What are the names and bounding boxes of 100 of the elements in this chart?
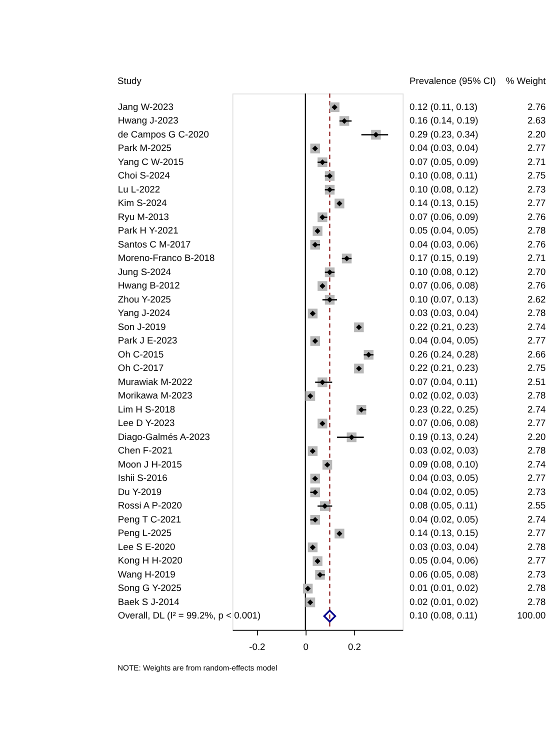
text: Study <box>117 76 142 86</box>
data-label: 0.04 (0.03, 0.04) <box>410 143 478 154</box>
data-label: 0.07 (0.06, 0.08) <box>410 280 478 291</box>
text: 2.20 <box>528 432 546 442</box>
data-label: 0.02 (0.02, 0.03) <box>410 390 478 401</box>
y-tick-label: Lee S E-2020 <box>118 542 176 552</box>
y-tick-label: Kong H H-2020 <box>118 556 182 566</box>
data-label: 0.02 (0.01, 0.02) <box>410 596 478 607</box>
y-tick-label: Murawiak M-2022 <box>118 376 192 387</box>
text: 2.74 <box>528 459 546 470</box>
data-label: 0.07 (0.06, 0.09) <box>410 212 478 222</box>
text: 2.75 <box>528 363 546 374</box>
y-tick-label: Kim S-2024 <box>118 198 167 208</box>
text: 2.78 <box>528 583 546 594</box>
data-label: 0.12 (0.11, 0.13) <box>410 102 478 112</box>
text: 0.10 (0.08, 0.11) <box>410 610 478 621</box>
y-tick-label: Chen F-2021 <box>118 446 173 456</box>
y-tick-label: Ryu M-2013 <box>118 212 169 222</box>
y-tick-label: Peng L-2025 <box>118 528 172 538</box>
data-label: 0.14 (0.13, 0.15) <box>410 198 478 208</box>
text: 2.71 <box>528 156 546 167</box>
text: 2.74 <box>528 322 546 332</box>
y-tick-label: Yang C W-2015 <box>118 156 184 167</box>
y-tick-label: Santos C M-2017 <box>118 239 191 250</box>
data-label: 0.14 (0.13, 0.15) <box>410 528 478 538</box>
y-tick-label: Zhou Y-2025 <box>118 294 172 304</box>
text: 2.76 <box>528 102 546 112</box>
y-tick-label: Ishii S-2016 <box>118 473 168 484</box>
text: 2.78 <box>528 446 546 456</box>
text: 2.73 <box>528 569 546 580</box>
y-tick-label: Du Y-2019 <box>118 486 162 497</box>
data-label: 0.07 (0.04, 0.11) <box>410 376 478 387</box>
y-tick-label: Hwang B-2012 <box>118 280 180 291</box>
text: 2.78 <box>528 390 546 401</box>
data-label: 0.03 (0.03, 0.04) <box>410 542 478 552</box>
text: 2.70 <box>528 266 546 277</box>
text: 2.71 <box>528 253 546 264</box>
data-label: 0.07 (0.06, 0.08) <box>410 418 478 428</box>
y-tick-label: Baek S J-2014 <box>118 596 180 607</box>
y-tick-label: Rossi A P-2020 <box>118 500 182 511</box>
y-tick-label: Morikawa M-2023 <box>118 390 192 401</box>
y-tick-label: Lu L-2022 <box>118 184 160 194</box>
text: 2.77 <box>528 473 546 484</box>
text: 2.78 <box>528 542 546 552</box>
text: 2.77 <box>528 143 546 154</box>
text: NOTE: Weights are from random-effects model <box>117 664 278 673</box>
text: 2.66 <box>528 349 546 360</box>
data-label: 0.16 (0.14, 0.19) <box>410 116 478 126</box>
data-label: 0.05 (0.04, 0.06) <box>410 556 478 566</box>
y-tick-label: Jang W-2023 <box>118 102 174 112</box>
y-tick-label: Son J-2019 <box>118 322 166 332</box>
text: 2.55 <box>528 500 546 511</box>
data-label: 0.26 (0.24, 0.28) <box>410 349 478 360</box>
x-tick-label: 0 <box>303 642 308 652</box>
data-label: 0.07 (0.05, 0.09) <box>410 156 478 167</box>
data-label: 0.03 (0.03, 0.04) <box>410 308 478 318</box>
text: 2.76 <box>528 212 546 222</box>
text: 2.77 <box>528 556 546 566</box>
y-tick-label: Park M-2025 <box>118 143 172 154</box>
data-label: 0.04 (0.03, 0.06) <box>410 239 478 250</box>
y-tick-label: Yang J-2024 <box>118 308 170 318</box>
text: 2.73 <box>528 486 546 497</box>
text: 2.20 <box>528 129 546 140</box>
y-tick-label: Lim H S-2018 <box>118 404 176 414</box>
y-tick-label: Choi S-2024 <box>118 170 170 181</box>
y-tick-label: Lee D Y-2023 <box>118 418 175 428</box>
x-tick-label: -0.2 <box>249 642 266 652</box>
y-tick-label: Song G Y-2025 <box>118 583 182 594</box>
data-label: 0.22 (0.21, 0.23) <box>410 363 478 374</box>
data-label: 0.04 (0.02, 0.05) <box>410 514 478 524</box>
text: 2.77 <box>528 336 546 346</box>
y-tick-label: Oh C-2017 <box>118 363 164 374</box>
text: 2.78 <box>528 308 546 318</box>
data-label: 0.09 (0.08, 0.10) <box>410 459 478 470</box>
data-label: 0.22 (0.21, 0.23) <box>410 322 478 332</box>
data-label: 0.10 (0.08, 0.12) <box>410 184 478 194</box>
text: 2.51 <box>528 376 546 387</box>
text: 2.74 <box>528 404 546 414</box>
data-label: 0.29 (0.23, 0.34) <box>410 129 478 140</box>
data-label: 0.06 (0.05, 0.08) <box>410 569 478 580</box>
y-tick-label: Park H Y-2021 <box>118 226 178 236</box>
text: 2.63 <box>528 116 546 126</box>
data-label: 0.03 (0.02, 0.03) <box>410 446 478 456</box>
text: % Weight <box>506 76 546 86</box>
text: 2.77 <box>528 198 546 208</box>
point <box>323 610 336 623</box>
text: 2.75 <box>528 170 546 181</box>
text: 2.74 <box>528 514 546 524</box>
y-tick-label: Wang H-2019 <box>118 569 176 580</box>
data-label: 0.23 (0.22, 0.25) <box>410 404 478 414</box>
data-label: 0.05 (0.04, 0.05) <box>410 226 478 236</box>
text: 2.76 <box>528 239 546 250</box>
data-label: 0.10 (0.07, 0.13) <box>410 294 478 304</box>
text: 2.78 <box>528 596 546 607</box>
x-tick-label: 0.2 <box>348 642 361 652</box>
text: 2.78 <box>528 226 546 236</box>
y-tick-label: Jung S-2024 <box>118 266 171 277</box>
text: 2.76 <box>528 280 546 291</box>
text: 100.00 <box>517 610 546 621</box>
y-tick-label: Hwang J-2023 <box>118 116 178 126</box>
